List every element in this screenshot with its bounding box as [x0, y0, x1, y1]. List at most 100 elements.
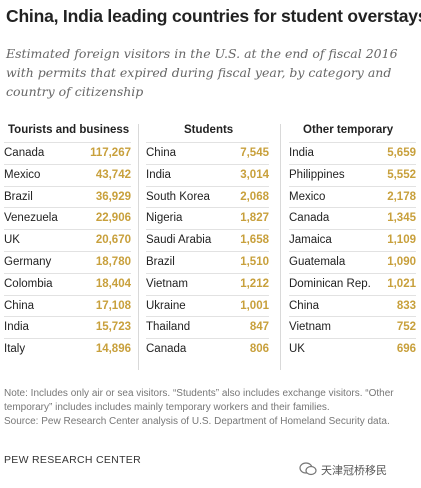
- value-label: 1,345: [387, 212, 416, 225]
- table-row: Saudi Arabia 1,658: [146, 229, 269, 251]
- country-label: Vietnam: [289, 321, 331, 334]
- country-label: Italy: [4, 343, 26, 356]
- value-label: 1,001: [240, 299, 269, 312]
- country-label: Ukraine: [146, 299, 186, 312]
- country-label: Brazil: [4, 190, 33, 203]
- value-label: 22,906: [95, 212, 131, 225]
- value-label: 15,723: [95, 321, 131, 334]
- value-label: 1,212: [240, 277, 269, 290]
- country-label: UK: [289, 343, 305, 356]
- value-label: 1,109: [387, 234, 416, 247]
- table-row: South Korea 2,068: [146, 185, 269, 208]
- value-label: 696: [396, 343, 416, 356]
- table-row: UK 20,670: [4, 229, 131, 251]
- table-row: Mexico 43,742: [4, 163, 131, 186]
- table-row: Canada 806: [146, 338, 269, 360]
- value-label: 7,545: [240, 147, 269, 159]
- country-label: Germany: [4, 255, 52, 268]
- country-label: Philippines: [289, 168, 345, 181]
- value-label: 1,021: [387, 277, 416, 290]
- country-label: China: [4, 299, 35, 312]
- table-row: Guatemala 1,090: [289, 250, 416, 273]
- value-label: 847: [249, 321, 269, 334]
- value-label: 2,178: [387, 190, 416, 203]
- chart-note: Note: Includes only air or sea visitors.…: [4, 387, 418, 429]
- table-header: Students: [184, 124, 234, 136]
- country-label: Mexico: [289, 190, 326, 203]
- country-label: Mexico: [4, 168, 41, 181]
- table-row: UK 696: [289, 338, 416, 360]
- country-label: Colombia: [4, 277, 53, 290]
- chart-title: China, India leading countries for stude…: [6, 6, 421, 26]
- table-other-temporary: Other temporary India 5,659 Philippines 5,5…: [289, 118, 416, 374]
- watermark-text: 天津冠桥移民: [321, 464, 387, 477]
- country-label: Thailand: [146, 321, 191, 334]
- table-row: Vietnam 752: [289, 316, 416, 338]
- table-row: Colombia 18,404: [4, 272, 131, 295]
- value-label: 5,552: [387, 168, 416, 181]
- organization-name: PEW RESEARCH CENTER: [4, 454, 141, 466]
- country-label: Nigeria: [146, 212, 183, 225]
- column-divider: [138, 124, 139, 370]
- value-label: 3,014: [240, 168, 269, 181]
- value-label: 752: [396, 321, 416, 334]
- chat-bubbles-icon: [299, 462, 317, 476]
- value-label: 36,929: [95, 190, 131, 203]
- value-label: 117,267: [90, 147, 131, 159]
- table-row: Brazil 36,929: [4, 185, 131, 208]
- table-row: Canada 1,345: [289, 207, 416, 229]
- country-label: Brazil: [146, 255, 175, 268]
- table-row: Philippines 5,552: [289, 163, 416, 186]
- source-text: Source: Pew Research Center analysis of …: [4, 416, 390, 427]
- table-row: Dominican Rep. 1,021: [289, 272, 416, 295]
- value-label: 5,659: [387, 147, 416, 159]
- watermark: 天津冠桥移民: [299, 460, 417, 480]
- chart-subtitle: Estimated foreign visitors in the U.S. a…: [6, 46, 398, 99]
- table-row: India 3,014: [146, 163, 269, 186]
- table-row: Brazil 1,510: [146, 250, 269, 273]
- country-label: Canada: [146, 343, 187, 356]
- value-label: 17,108: [95, 299, 131, 312]
- value-label: 2,068: [240, 190, 269, 203]
- value-label: 43,742: [95, 168, 131, 181]
- country-label: Guatemala: [289, 255, 346, 268]
- table-row: Ukraine 1,001: [146, 294, 269, 317]
- tables-area: Tourists and business Canada 117,267 Mexic…: [0, 118, 421, 374]
- country-label: China: [146, 147, 177, 159]
- country-label: Dominican Rep.: [289, 277, 371, 290]
- table-row: Canada 117,267: [4, 142, 131, 164]
- table-students: Students China 7,545 India 3,014 South Korea…: [146, 118, 269, 374]
- column-divider: [280, 124, 281, 370]
- country-label: Jamaica: [289, 234, 332, 247]
- value-label: 20,670: [95, 234, 131, 247]
- table-row: Jamaica 1,109: [289, 229, 416, 251]
- note-text: Note: Includes only air or sea visitors.…: [4, 388, 394, 413]
- value-label: 1,510: [240, 255, 269, 268]
- value-label: 1,827: [240, 212, 269, 225]
- table-header: Tourists and business: [8, 124, 130, 136]
- value-label: 806: [249, 343, 269, 356]
- table-row: India 5,659: [289, 142, 416, 164]
- country-label: India: [289, 147, 314, 159]
- value-label: 14,896: [95, 343, 131, 356]
- table-row: China 833: [289, 294, 416, 317]
- table-row: India 15,723: [4, 316, 131, 338]
- table-header: Other temporary: [303, 124, 394, 136]
- value-label: 18,780: [95, 255, 131, 268]
- table-row: Vietnam 1,212: [146, 272, 269, 295]
- table-tourists-business: Tourists and business Canada 117,267 Mexic…: [4, 118, 131, 374]
- table-row: China 17,108: [4, 294, 131, 317]
- country-label: Canada: [4, 147, 45, 159]
- value-label: 833: [396, 299, 416, 312]
- table-row: Italy 14,896: [4, 338, 131, 360]
- value-label: 18,404: [95, 277, 131, 290]
- value-label: 1,658: [240, 234, 269, 247]
- table-row: Venezuela 22,906: [4, 207, 131, 229]
- table-row: Mexico 2,178: [289, 185, 416, 208]
- country-label: Saudi Arabia: [146, 234, 212, 247]
- country-label: Canada: [289, 212, 330, 225]
- country-label: Venezuela: [4, 212, 58, 225]
- country-label: India: [146, 168, 171, 181]
- country-label: UK: [4, 234, 20, 247]
- country-label: Vietnam: [146, 277, 188, 290]
